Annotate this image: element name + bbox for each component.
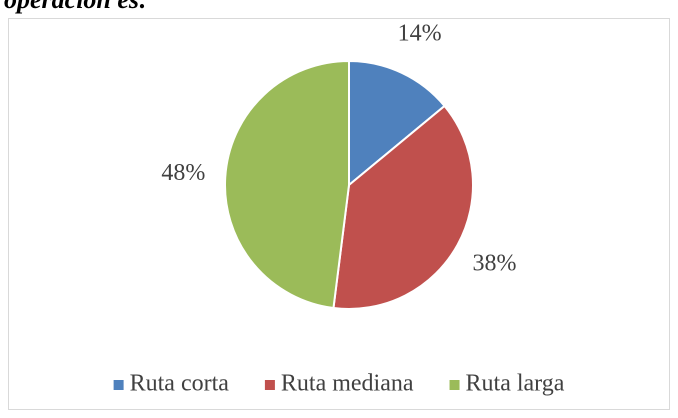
legend-label: Ruta mediana [281,371,414,397]
pie-slice [348,59,446,188]
legend-swatch [113,380,124,390]
legend-swatch [449,380,460,390]
caption: operación es: [4,0,148,14]
data-label: 38% [472,250,516,276]
data-label: 14% [398,20,442,46]
legend-label: Ruta corta [130,371,230,397]
data-label: 48% [161,160,205,186]
legend-swatch [264,380,275,390]
pie-slice [224,59,350,310]
legend-label: Ruta larga [466,371,565,397]
pie-slice [332,104,474,310]
